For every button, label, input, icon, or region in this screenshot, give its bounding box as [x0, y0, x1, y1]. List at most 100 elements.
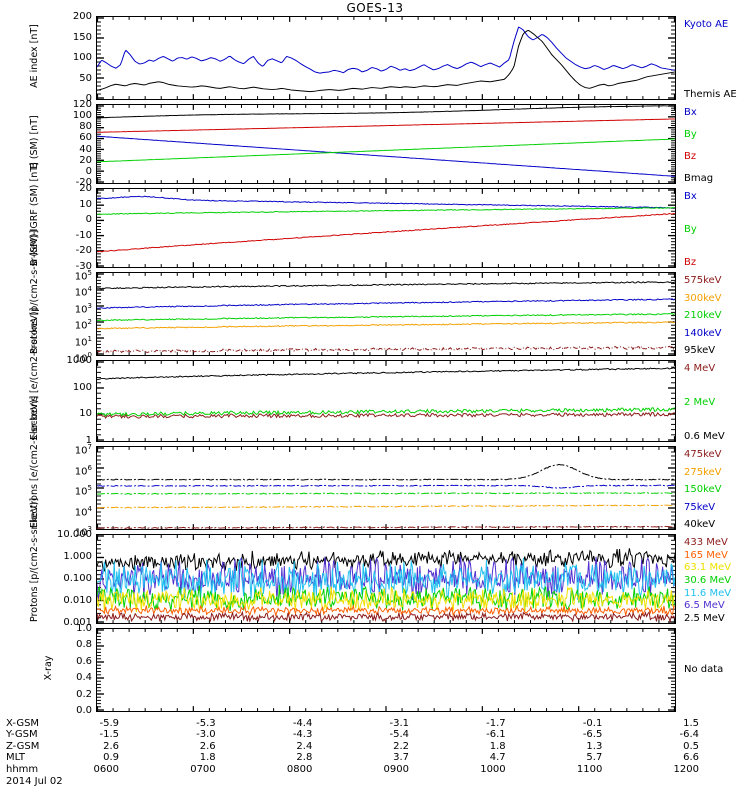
plot-panel-electrons-mev [96, 360, 676, 442]
legend-item-electrons-kev-3: 75keV [684, 501, 716, 513]
y-tick-label: 103 [74, 525, 92, 539]
y-tick-label: 20 [79, 183, 92, 194]
y-tick-label: 20 [79, 154, 92, 166]
legend-item-electrons-kev-4: 40keV [684, 519, 716, 530]
ephemeris-value: 4.7 [489, 752, 506, 764]
ephemeris-row-x-gsm: X-GSM -5.9 -5.3 -4.4 -3.1 -1.7 -0.1 1.5 [6, 718, 750, 729]
y-tick-label: 0.2 [76, 688, 92, 700]
page-title: GOES-13 [346, 1, 404, 15]
legend-item-protons-mev-2: 63.1 MeV [684, 562, 732, 574]
y-tick-label: 105 [74, 269, 92, 283]
ephemeris-value: -1.7 [486, 718, 506, 729]
data-trace [97, 312, 675, 322]
ephemeris-table: X-GSM -5.9 -5.3 -4.4 -3.1 -1.7 -0.1 1.5 Y-GSM -1.… [6, 718, 750, 775]
y-tick-label: 0.4 [76, 672, 92, 684]
data-trace [97, 484, 675, 489]
data-trace [97, 135, 675, 177]
ephemeris-value: -4.4 [292, 718, 313, 729]
y-tick-label: 100 [72, 110, 92, 122]
y-tick-label: 10 [79, 408, 92, 420]
y-tick-label: 100 [72, 52, 92, 63]
y-tick-label: 107 [74, 443, 92, 457]
legend-item-b-sm-1: By [684, 129, 697, 140]
ephemeris-value: 3.7 [393, 752, 409, 764]
ephemeris-value: 0600 [93, 763, 119, 775]
ephemeris-value: 1000 [480, 763, 506, 775]
y-tick-label: 1.0 [76, 623, 92, 634]
ephemeris-value: -4.3 [292, 729, 313, 741]
data-trace [97, 118, 675, 133]
date-label: 2014 Jul 02 [6, 776, 63, 787]
data-trace [97, 207, 675, 216]
data-trace [97, 281, 675, 290]
ephemeris-value: -3.0 [196, 729, 216, 741]
y-tick-label: 0 [85, 93, 92, 104]
ephemeris-value: -5.4 [389, 729, 409, 741]
y-axis-label-protons-mev: Protons [p/(cm2-s-sr-keV)] [29, 497, 40, 622]
y-tick-label: 10.000 [57, 529, 92, 540]
data-trace [97, 367, 675, 381]
data-trace [97, 492, 675, 495]
y-tick-label: 1000 [66, 355, 92, 366]
data-trace [97, 105, 675, 119]
y-tick-label: 10 [79, 198, 92, 210]
legend-item-b-sm-2: Bz [684, 151, 697, 162]
legend-item-xray-0: No data [684, 664, 724, 675]
legend-item-electrons-kev-0: 475keV [684, 449, 722, 460]
y-tick-label: 0.001 [63, 617, 92, 628]
data-trace [97, 321, 675, 330]
y-tick-label: 104 [74, 504, 92, 518]
y-tick-label: 60 [79, 132, 92, 144]
ephemeris-value: -5.3 [196, 718, 216, 729]
ephemeris-value: -6.5 [582, 729, 603, 741]
plot-panel-ae-index [96, 16, 676, 100]
data-trace [97, 610, 675, 623]
y-tick-label: 1.000 [63, 551, 92, 562]
plot-area-protons-mev [97, 535, 675, 623]
legend-item-protons-mev-0: 433 MeV [684, 537, 728, 548]
legend-item-b-sm-3: Bmag [684, 173, 714, 184]
ephemeris-row-z-gsm: Z-GSM 2.6 2.6 2.4 2.2 1.8 1.3 0.5 [6, 741, 750, 752]
ephemeris-value: 1200 [673, 763, 699, 775]
data-trace [97, 29, 675, 93]
plot-panel-electrons-kev [96, 446, 676, 530]
ephemeris-value: -6.1 [486, 729, 506, 741]
data-trace [97, 548, 675, 572]
ephemeris-row-label: X-GSM [6, 718, 40, 729]
y-tick-label: 0.010 [63, 595, 92, 606]
y-axis-label-xray: X-ray [43, 655, 54, 681]
y-tick-label: 101 [74, 334, 92, 348]
legend-item-b-sm-minus-igrf-1: By [684, 224, 697, 235]
ephemeris-value: 0900 [383, 763, 409, 775]
ephemeris-row-label: MLT [6, 752, 25, 764]
legend-item-protons-mev-4: 11.6 MeV [684, 587, 732, 599]
y-tick-label: -10 [75, 229, 92, 241]
y-tick-label: -20 [75, 177, 92, 188]
ephemeris-value: 1.3 [586, 740, 603, 752]
plot-panel-b-sm [96, 104, 676, 184]
legend-item-protons-mev-1: 165 MeV [684, 549, 728, 561]
y-tick-label: 40 [79, 143, 92, 155]
legend-item-b-sm-minus-igrf-2: Bz [684, 257, 697, 268]
y-tick-label: 103 [74, 301, 92, 316]
y-tick-label: 50 [79, 72, 92, 84]
y-tick-label: 100 [72, 381, 92, 393]
data-trace [97, 213, 675, 253]
ephemeris-row-hhmm: hhmm 0600 0700 0800 0900 1000 1100 1200 [6, 764, 750, 775]
legend-item-ae-index-0: Kyoto AE [684, 19, 729, 30]
ephemeris-value: 2.8 [296, 752, 313, 764]
y-tick-label: 0 [85, 214, 92, 226]
legend-item-protons-kev-1: 300keV [684, 292, 722, 304]
data-trace [97, 138, 675, 163]
y-tick-label: 106 [74, 463, 92, 477]
y-tick-label: 0.0 [76, 705, 92, 716]
legend-item-electrons-mev-1: 2 MeV [684, 397, 716, 408]
ephemeris-value: 0800 [286, 763, 313, 775]
legend-item-b-sm-0: Bx [684, 107, 697, 118]
ephemeris-row-label: Z-GSM [6, 740, 40, 752]
plot-area-b-sm-minus-igrf [97, 189, 675, 267]
ephemeris-value: 6.6 [683, 752, 699, 764]
y-tick-label: 0.8 [76, 639, 92, 651]
ephemeris-row-label: hhmm [6, 763, 39, 775]
